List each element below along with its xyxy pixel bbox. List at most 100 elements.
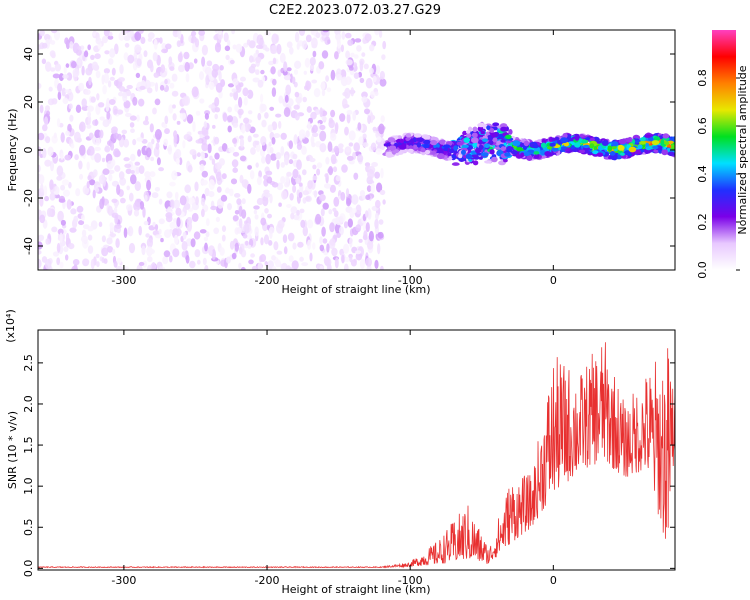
spectrogram-cell (208, 179, 215, 190)
spectrogram-cell (263, 189, 270, 194)
spectrogram-cell (227, 39, 231, 47)
spectrogram-cell (333, 196, 340, 207)
spectrogram-cell (103, 258, 108, 264)
spectrogram-cell (560, 137, 568, 144)
spectrogram-cell (472, 160, 479, 166)
spectrogram-cell (579, 134, 585, 138)
spectrogram-cell (140, 36, 146, 45)
spectrogram-cell (66, 72, 73, 81)
spectrogram-cell (231, 159, 239, 168)
spectrogram-cell (292, 168, 299, 179)
spectrogram-cell (227, 106, 233, 113)
spectrogram-cell (461, 149, 466, 155)
spectrogram-cell (364, 33, 372, 42)
spectrogram-cell (134, 31, 142, 41)
spectrogram-cell (164, 115, 169, 125)
spectrogram-cell (244, 180, 249, 190)
spectrogram-cell (375, 148, 383, 155)
spectrogram-cell (405, 137, 411, 141)
spectrogram-cell (346, 109, 353, 115)
spectrogram-cell (302, 190, 310, 196)
spectrogram-cell (611, 146, 617, 150)
spectrogram-cell (370, 183, 376, 194)
spectrogram-cell (171, 199, 175, 209)
spectrogram-cell (127, 226, 134, 237)
snr-y-label: SNR (10 * v/v) (6, 411, 19, 489)
spectrogram-cell (49, 50, 56, 58)
spectrogram-cell (294, 60, 302, 69)
spectrogram-cell (202, 130, 209, 137)
spectrogram-cell (40, 183, 44, 193)
spectrogram-cell (307, 121, 311, 131)
spectrogram-cell (90, 54, 95, 61)
spectrogram-cell (201, 208, 205, 218)
spectrogram-cell (305, 34, 312, 43)
spectrogram-cell (287, 232, 295, 242)
spectrogram-cell (78, 160, 83, 170)
spectrogram-cell (357, 154, 364, 163)
spectrogram-cell (101, 157, 106, 163)
spectrogram-cell (321, 116, 327, 121)
spectrogram-cell (620, 152, 625, 156)
spectrogram-cell (218, 70, 222, 82)
spectrogram-cell (101, 235, 106, 243)
spectrogram-cell (618, 138, 627, 145)
spectrogram-cell (520, 152, 525, 158)
spectrogram-cell (658, 135, 664, 139)
spectrogram-cell (505, 134, 512, 140)
spectrogram-cell (321, 89, 326, 97)
spectrogram-cell (63, 66, 67, 74)
spectrogram-cell (374, 91, 379, 96)
spectrogram-cell (247, 183, 252, 194)
spectrogram-cell (215, 260, 220, 265)
spectrogram-cell (378, 123, 385, 135)
spectrogram-cell (375, 65, 381, 75)
spectrogram-cell (335, 175, 341, 182)
spectrogram-cell (249, 55, 254, 63)
spectrogram-cell (42, 148, 47, 159)
spectrogram-cell (637, 144, 643, 150)
spectrogram-cell (201, 170, 208, 178)
spectrogram-cell (430, 139, 438, 146)
spectrogram-cell (91, 61, 99, 71)
spectrogram-cell (173, 130, 178, 139)
spectrogram-cell (114, 165, 121, 172)
spectrogram-cell (234, 104, 239, 112)
spectrogram-cell (227, 83, 235, 88)
spectrogram-cell (150, 156, 155, 162)
spectrogram-cell (297, 241, 304, 248)
spectrogram-cell (125, 168, 132, 175)
spectrogram-cell (284, 94, 289, 103)
spectrogram-cell (363, 230, 368, 240)
spectrogram-cell (113, 260, 118, 268)
spectrogram-cell (152, 107, 157, 115)
spectrogram-cell (92, 189, 96, 199)
spectrogram-cell (273, 241, 279, 251)
spectrogram-cell (98, 174, 105, 185)
spectrogram-cell (119, 64, 124, 75)
spectrogram-cell (382, 199, 386, 205)
spectrogram-cell (171, 73, 178, 82)
spectrogram-cell (533, 146, 541, 153)
spectrogram-cell (232, 167, 238, 173)
spectrogram-cell (299, 129, 306, 139)
spectrogram-cell (146, 237, 153, 248)
spectrogram-cell (204, 113, 209, 120)
spectrogram-cell (57, 83, 63, 93)
spectrogram-cell (126, 185, 130, 191)
spectrogram-cell (256, 34, 264, 45)
spectrogram-cell (291, 260, 299, 270)
spectrogram-cell (38, 174, 45, 185)
spectrogram-cell (378, 219, 384, 225)
spectrogram-cell (667, 151, 675, 157)
spectrogram-cell (294, 112, 300, 121)
figure-title: C2E2.2023.072.03.27.G29 (269, 3, 441, 18)
spectrogram-cell (254, 214, 259, 220)
spectrogram-cell (280, 176, 286, 184)
spectrogram-cell (50, 30, 58, 34)
spectrogram-cell (122, 91, 128, 103)
spectrogram-cell (640, 137, 646, 141)
spectrogram-cell (298, 30, 306, 36)
spectrogram-cell (151, 138, 155, 145)
